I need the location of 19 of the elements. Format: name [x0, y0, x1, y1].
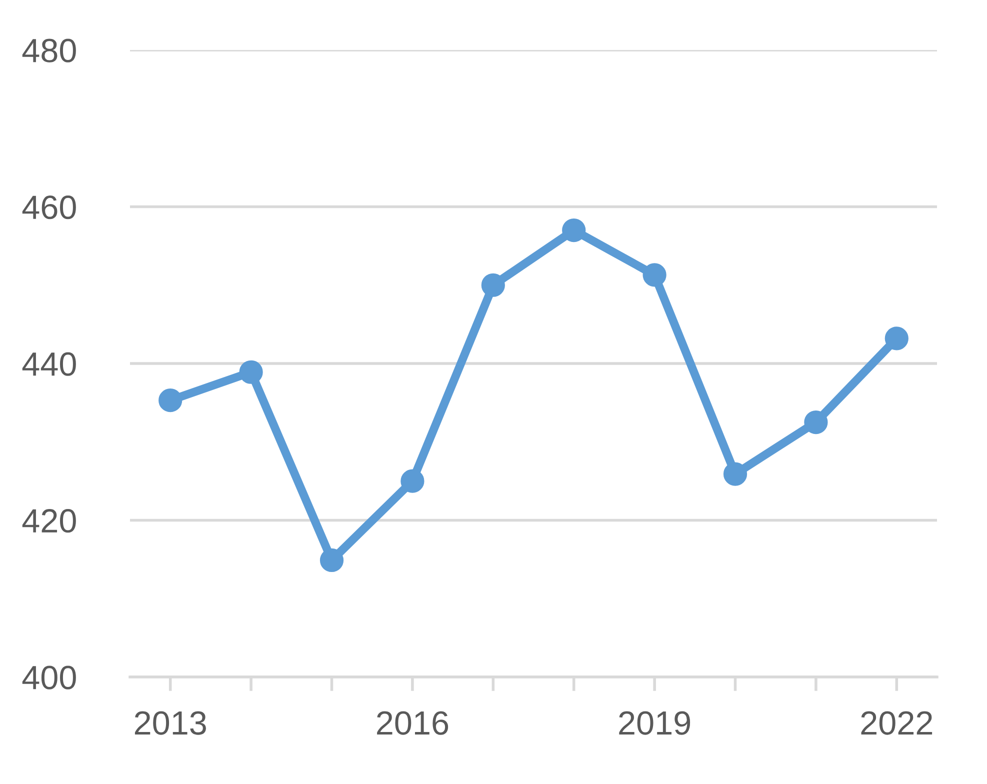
point — [239, 360, 263, 384]
y-tick-label: 480 — [22, 38, 76, 62]
point — [804, 410, 828, 434]
point — [642, 263, 666, 287]
point — [884, 326, 908, 350]
point — [158, 388, 182, 412]
y-tick-label: 400 — [22, 666, 76, 690]
y-tick-label: 420 — [22, 509, 76, 533]
point — [723, 462, 748, 486]
point — [320, 548, 344, 572]
x-tick-label: 2019 — [619, 711, 690, 735]
x-tick-label: 2013 — [134, 711, 206, 735]
point — [562, 218, 586, 242]
point — [481, 273, 505, 297]
point — [400, 469, 424, 493]
x-tick-label: 2016 — [377, 711, 448, 735]
x-tick-label: 2022 — [861, 711, 932, 735]
y-tick-label: 440 — [22, 352, 76, 376]
y-tick-label: 460 — [22, 196, 76, 220]
